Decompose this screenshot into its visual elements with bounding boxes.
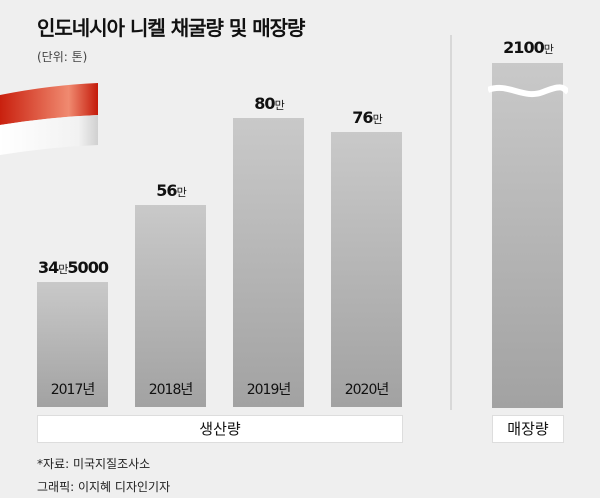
bar-1 (135, 204, 206, 407)
unit-label: (단위: 톤) (37, 50, 88, 64)
bar-0 (37, 282, 108, 407)
bar-3 (331, 132, 402, 407)
bar-reserve (492, 63, 563, 408)
category-label: 2019년 (246, 382, 292, 398)
value-number: 56 (156, 180, 177, 200)
category-label: 2018년 (148, 382, 194, 398)
bar-value-label: 80만 (209, 94, 329, 113)
group-label-production: 생산량 (37, 415, 403, 443)
value-number: 2100 (503, 38, 545, 57)
axis-break-icon (488, 84, 568, 98)
bar-value-label: 56만 (111, 181, 231, 200)
value-unit: 만 (58, 263, 68, 277)
bar-value-label: 76만 (307, 108, 427, 127)
value-unit: 만 (543, 43, 554, 56)
indonesia-flag-icon (0, 83, 98, 155)
value-unit: 만 (372, 113, 383, 127)
credit-note: 그래픽: 이지혜 디자인기자 (37, 480, 171, 494)
category-label: 2017년 (50, 382, 96, 398)
bar-2 (233, 118, 304, 407)
category-label: 2020년 (344, 382, 390, 398)
value-number: 80 (254, 94, 275, 113)
source-note: *자료: 미국지질조사소 (37, 457, 151, 471)
group-label-reserve: 매장량 (492, 415, 564, 443)
value-number: 76 (352, 108, 373, 128)
value-number: 34 (38, 258, 59, 278)
bar-value-label-reserve: 2100만 (468, 38, 588, 57)
divider (450, 35, 452, 410)
value-unit: 만 (274, 99, 285, 112)
bar-value-label: 34만5000 (13, 258, 133, 277)
value-number: 5000 (67, 258, 109, 278)
chart-title: 인도네시아 니켈 채굴량 및 매장량 (37, 16, 305, 40)
value-unit: 만 (176, 185, 187, 199)
